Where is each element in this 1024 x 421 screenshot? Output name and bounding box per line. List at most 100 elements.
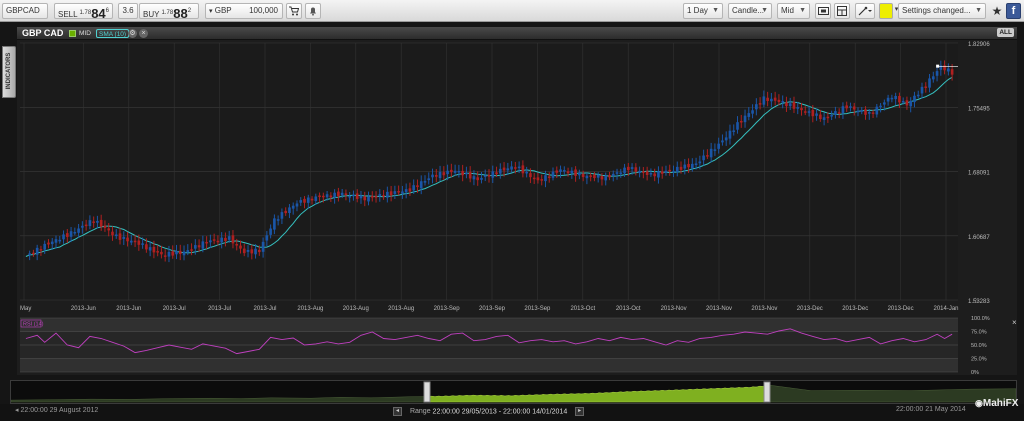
layout-icon[interactable]: [834, 3, 850, 19]
time-axis-label: 2013-Jul: [253, 306, 276, 312]
candle-body: [913, 95, 916, 103]
navigator-handle[interactable]: [763, 381, 771, 403]
candle-body: [201, 241, 205, 249]
candle-body: [340, 192, 344, 196]
cart-icon[interactable]: [286, 3, 302, 19]
chart-type-label: Candle...: [732, 6, 765, 15]
time-axis-label: 2013-Sep: [524, 306, 551, 312]
facebook-icon[interactable]: f: [1006, 3, 1021, 19]
candle-body: [867, 112, 871, 114]
gear-icon[interactable]: ⚙: [128, 29, 137, 38]
settings-select[interactable]: Settings changed... ▼: [898, 3, 986, 19]
candle-body: [668, 169, 672, 172]
sell-price-big: 84: [91, 6, 106, 19]
candle-body: [792, 102, 796, 109]
candle-body: [47, 242, 50, 245]
candle-body: [706, 155, 709, 157]
candle-body: [593, 174, 596, 179]
star-icon[interactable]: ★: [991, 4, 1003, 18]
candle-body: [826, 116, 830, 119]
candle-body: [348, 196, 352, 198]
candle-body: [231, 235, 235, 244]
candle-body: [916, 94, 920, 97]
candle-body: [721, 140, 724, 143]
candle-body: [54, 239, 58, 243]
candle-body: [431, 174, 434, 178]
candle-body: [242, 248, 246, 254]
candle-body: [453, 170, 457, 173]
price-type-select[interactable]: Mid ▼: [777, 3, 810, 19]
range-navigator[interactable]: [10, 380, 1017, 404]
candle-body: [393, 191, 397, 194]
bell-icon[interactable]: [305, 3, 321, 19]
color-swatch[interactable]: [879, 3, 893, 19]
candle-body: [310, 198, 314, 201]
candle-body: [890, 97, 894, 100]
candle-body: [73, 232, 77, 234]
candle-body: [352, 194, 355, 197]
indicators-tab[interactable]: INDICATORS: [2, 46, 16, 98]
candle-body: [683, 164, 687, 169]
candle-body: [883, 102, 886, 105]
draw-tool-icon[interactable]: [855, 3, 875, 19]
candle-body: [227, 236, 231, 240]
candle-body: [81, 225, 84, 228]
candle-body: [359, 195, 363, 199]
candle-body: [830, 115, 833, 117]
range-forward-button[interactable]: ▸: [575, 407, 585, 416]
buy-button[interactable]: BUY 1.78882: [139, 3, 199, 19]
candle-body: [344, 193, 348, 196]
price-chart[interactable]: 1.82906 1.75495 1.68091 1.60687 1.53283 May 20…: [17, 40, 1017, 375]
navigator-handle[interactable]: [423, 381, 431, 403]
candle-body: [600, 176, 604, 180]
close-icon[interactable]: ×: [139, 29, 148, 38]
all-button[interactable]: ALL: [997, 28, 1014, 37]
sma-chip[interactable]: SMA (10): [96, 29, 130, 38]
candle-body: [822, 117, 826, 120]
candle-body: [596, 174, 600, 178]
candle-body: [273, 218, 276, 230]
screenshot-icon[interactable]: [815, 3, 831, 19]
candle-body: [239, 245, 242, 249]
sell-button[interactable]: SELL 1.78846: [54, 3, 113, 19]
range-back-button[interactable]: ◂: [393, 407, 402, 416]
currency-amount-field[interactable]: ▾ GBP 100,000: [205, 3, 283, 19]
candle-body: [815, 113, 818, 116]
close-icon[interactable]: ×: [1012, 318, 1017, 327]
candle-body: [50, 241, 54, 245]
candle-body: [924, 86, 928, 88]
chevron-down-icon[interactable]: ▾: [894, 6, 899, 13]
candle-body: [920, 86, 924, 94]
candle-body: [931, 76, 935, 80]
rsi-axis-label: 75.0%: [971, 330, 987, 336]
candle-body: [860, 110, 864, 112]
candle-body: [939, 65, 943, 70]
candle-body: [476, 177, 480, 181]
candle-body: [642, 171, 645, 173]
candle-body: [325, 194, 329, 198]
buy-price-big: 88: [173, 6, 188, 19]
chart-type-select[interactable]: Candle... ▼: [728, 3, 772, 19]
candle-body: [717, 143, 720, 149]
symbol-select[interactable]: GBPCAD: [2, 3, 48, 19]
rsi-chip[interactable]: [20, 319, 42, 328]
time-axis-label: 2013-Jul: [163, 306, 186, 312]
navigator-selected-area: [426, 385, 768, 403]
nav-start-date: 22:00:00 29 August 2012: [20, 407, 99, 414]
candle-body: [898, 95, 901, 103]
mid-color-square: [69, 30, 76, 37]
interval-select[interactable]: 1 Day ▼: [683, 3, 723, 19]
candle-body: [672, 170, 675, 173]
candle-body: [220, 237, 223, 243]
indicators-label: INDICATORS: [6, 52, 12, 90]
rsi-axis-label: 25.0%: [971, 357, 987, 363]
candle-body: [619, 172, 623, 174]
candle-body: [235, 244, 239, 246]
candle-body: [370, 196, 374, 198]
candle-body: [525, 171, 528, 174]
candle-body: [186, 250, 190, 253]
time-axis-label: 2013-Oct: [570, 306, 595, 312]
candle-body: [559, 169, 562, 172]
candle-body: [69, 231, 73, 237]
price-axis-label: 1.53283: [968, 299, 990, 305]
